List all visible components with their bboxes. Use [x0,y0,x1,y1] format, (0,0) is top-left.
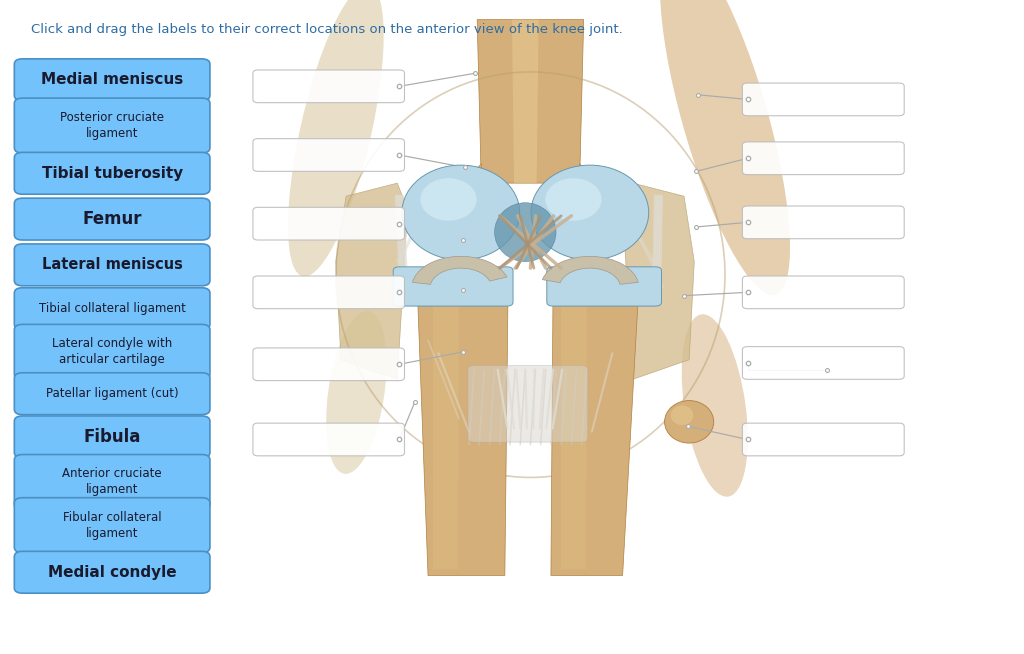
Ellipse shape [682,315,748,496]
FancyBboxPatch shape [742,83,904,116]
FancyBboxPatch shape [468,366,588,442]
FancyBboxPatch shape [14,416,210,458]
FancyBboxPatch shape [742,347,904,379]
Ellipse shape [660,0,790,295]
Ellipse shape [495,203,556,262]
Text: Femur: Femur [82,210,142,228]
FancyBboxPatch shape [253,70,404,103]
Polygon shape [561,304,587,569]
Polygon shape [623,183,694,379]
Ellipse shape [665,400,714,443]
Polygon shape [418,302,508,576]
FancyBboxPatch shape [14,498,210,553]
Ellipse shape [530,165,649,260]
Text: Click and drag the labels to their correct locations on the anterior view of the: Click and drag the labels to their corre… [31,23,623,36]
Text: Anterior cruciate
ligament: Anterior cruciate ligament [62,468,162,496]
FancyBboxPatch shape [14,373,210,415]
Polygon shape [580,164,607,216]
Polygon shape [477,20,584,183]
FancyBboxPatch shape [393,267,513,306]
FancyBboxPatch shape [742,142,904,175]
Ellipse shape [671,405,693,425]
FancyBboxPatch shape [14,288,210,330]
Polygon shape [433,304,459,569]
Ellipse shape [288,0,384,277]
Wedge shape [413,256,507,284]
FancyBboxPatch shape [253,276,404,309]
Text: Patellar ligament (cut): Patellar ligament (cut) [46,387,178,400]
FancyBboxPatch shape [14,324,210,379]
Ellipse shape [401,165,520,260]
FancyBboxPatch shape [253,139,404,171]
Ellipse shape [327,311,386,474]
Wedge shape [543,256,638,284]
Text: Fibular collateral
ligament: Fibular collateral ligament [62,511,162,540]
Text: Lateral condyle with
articular cartilage: Lateral condyle with articular cartilage [52,337,172,366]
FancyBboxPatch shape [14,152,210,194]
FancyBboxPatch shape [253,207,404,240]
FancyBboxPatch shape [253,423,404,456]
FancyBboxPatch shape [742,423,904,456]
FancyBboxPatch shape [742,206,904,239]
FancyBboxPatch shape [547,267,662,306]
FancyBboxPatch shape [14,244,210,286]
FancyBboxPatch shape [14,59,210,101]
FancyBboxPatch shape [14,551,210,593]
Text: Fibula: Fibula [83,428,141,446]
FancyBboxPatch shape [14,455,210,509]
Ellipse shape [420,178,477,220]
Polygon shape [454,164,481,216]
Text: Medial meniscus: Medial meniscus [41,73,183,87]
Text: Tibial tuberosity: Tibial tuberosity [42,166,182,181]
FancyBboxPatch shape [253,348,404,381]
Ellipse shape [546,178,602,220]
FancyBboxPatch shape [14,98,210,153]
Text: Tibial collateral ligament: Tibial collateral ligament [39,302,185,315]
FancyBboxPatch shape [742,276,904,309]
Text: Medial condyle: Medial condyle [48,565,176,579]
Polygon shape [336,183,408,379]
FancyBboxPatch shape [14,198,210,240]
Polygon shape [551,302,638,576]
Text: Lateral meniscus: Lateral meniscus [42,258,182,272]
Text: Posterior cruciate
ligament: Posterior cruciate ligament [60,111,164,140]
Polygon shape [512,20,539,183]
